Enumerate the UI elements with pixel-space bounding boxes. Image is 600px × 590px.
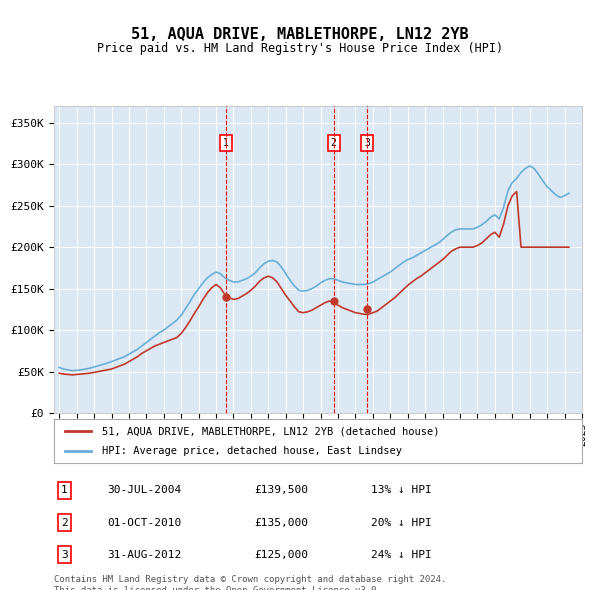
Text: 24% ↓ HPI: 24% ↓ HPI xyxy=(371,550,431,560)
Text: £139,500: £139,500 xyxy=(254,486,308,496)
Text: 2: 2 xyxy=(61,517,68,527)
Text: Contains HM Land Registry data © Crown copyright and database right 2024.
This d: Contains HM Land Registry data © Crown c… xyxy=(54,575,446,590)
Text: £125,000: £125,000 xyxy=(254,550,308,560)
Text: HPI: Average price, detached house, East Lindsey: HPI: Average price, detached house, East… xyxy=(101,446,401,455)
Text: 1: 1 xyxy=(223,138,229,148)
Text: 3: 3 xyxy=(61,550,68,560)
Text: 30-JUL-2004: 30-JUL-2004 xyxy=(107,486,181,496)
Text: 1: 1 xyxy=(61,486,68,496)
Text: Price paid vs. HM Land Registry's House Price Index (HPI): Price paid vs. HM Land Registry's House … xyxy=(97,42,503,55)
Text: 51, AQUA DRIVE, MABLETHORPE, LN12 2YB (detached house): 51, AQUA DRIVE, MABLETHORPE, LN12 2YB (d… xyxy=(101,427,439,436)
Text: 2: 2 xyxy=(331,138,337,148)
Text: £135,000: £135,000 xyxy=(254,517,308,527)
Text: 20% ↓ HPI: 20% ↓ HPI xyxy=(371,517,431,527)
Text: 31-AUG-2012: 31-AUG-2012 xyxy=(107,550,181,560)
Text: 01-OCT-2010: 01-OCT-2010 xyxy=(107,517,181,527)
Text: 51, AQUA DRIVE, MABLETHORPE, LN12 2YB: 51, AQUA DRIVE, MABLETHORPE, LN12 2YB xyxy=(131,27,469,41)
Text: 13% ↓ HPI: 13% ↓ HPI xyxy=(371,486,431,496)
Text: 3: 3 xyxy=(364,138,370,148)
